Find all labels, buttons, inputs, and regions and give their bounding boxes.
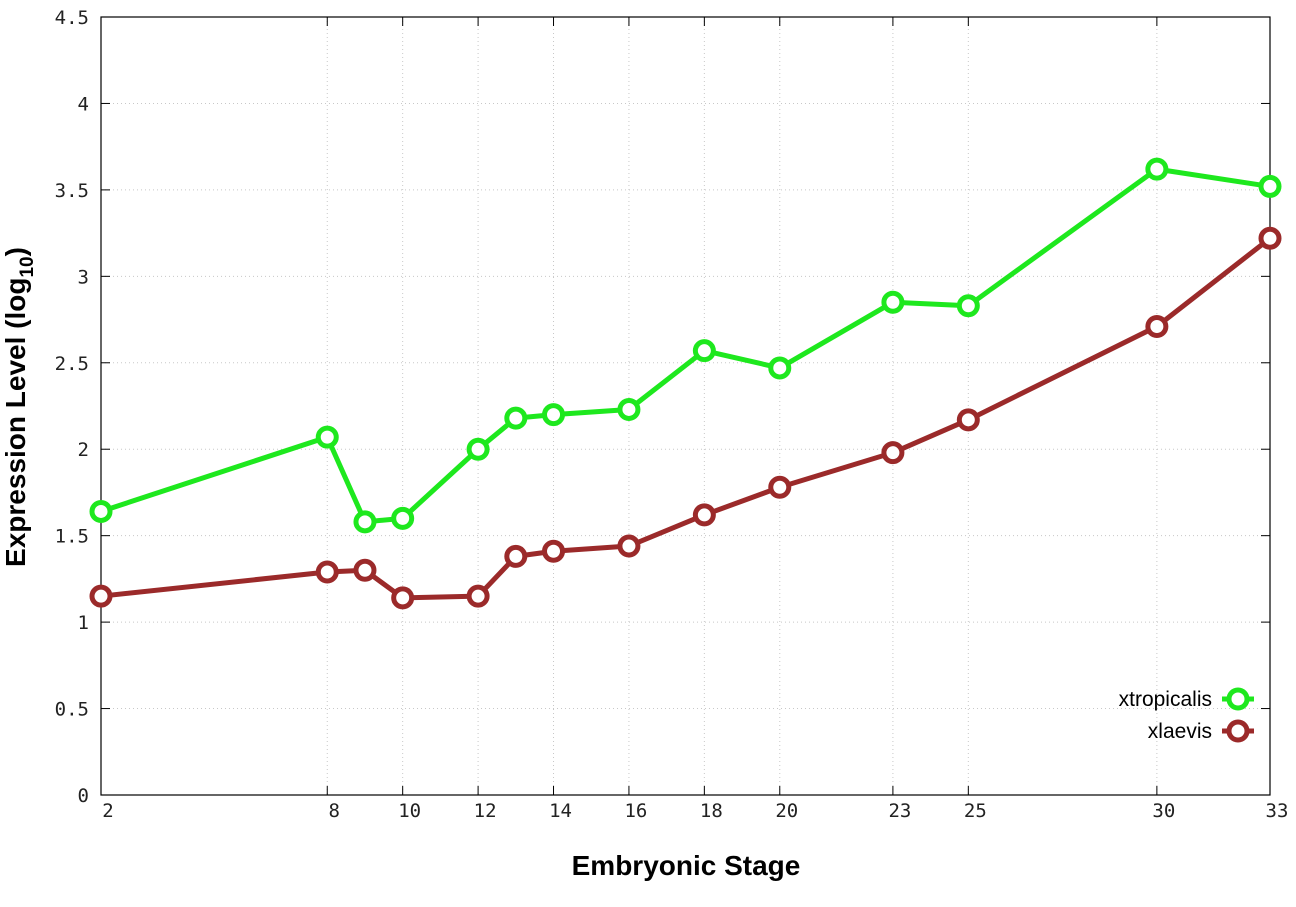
x-tick-label: 12 [474, 800, 497, 822]
y-axis-title: Expression Level (log10) [0, 247, 38, 567]
data-point-xlaevis [89, 584, 113, 608]
legend-swatch-marker [1226, 687, 1250, 711]
data-point-xtropicalis [89, 499, 113, 523]
y-axis-title-subscript: 10 [17, 256, 38, 277]
data-point-xlaevis [1258, 226, 1282, 250]
data-point-xtropicalis [1258, 174, 1282, 198]
legend-item-xtropicalis: xtropicalis [1119, 687, 1254, 711]
y-tick-label: 2 [78, 439, 89, 461]
x-tick-label: 8 [329, 800, 340, 822]
data-point-xtropicalis [692, 339, 716, 363]
data-point-xlaevis [617, 534, 641, 558]
data-point-xlaevis [768, 475, 792, 499]
legend-swatch-marker [1226, 719, 1250, 743]
y-tick-label: 3.5 [55, 180, 89, 202]
data-point-xtropicalis [1145, 157, 1169, 181]
series-line-xlaevis [100, 236, 1272, 601]
x-tick-label: 2 [102, 800, 113, 822]
y-axis-title-close: ) [0, 247, 31, 256]
data-point-xlaevis [391, 586, 415, 610]
data-point-xlaevis [542, 539, 566, 563]
data-point-xlaevis [315, 560, 339, 584]
series-layer [89, 157, 1282, 610]
data-point-xlaevis [881, 441, 905, 465]
data-point-xlaevis [504, 544, 528, 568]
x-tick-label: 14 [549, 800, 572, 822]
data-point-xlaevis [466, 584, 490, 608]
x-axis-title: Embryonic Stage [572, 850, 801, 881]
x-tick-label: 30 [1152, 800, 1175, 822]
y-tick-label: 3 [78, 266, 89, 288]
x-tick-label: 10 [398, 800, 421, 822]
y-tick-label: 2.5 [55, 353, 89, 375]
x-tick-label: 23 [888, 800, 911, 822]
data-point-xlaevis [956, 408, 980, 432]
series-line-xtropicalis [100, 166, 1271, 525]
y-tick-label: 1.5 [55, 526, 89, 548]
series-xlaevis [89, 226, 1282, 610]
grid [101, 17, 1270, 795]
x-tick-label: 33 [1266, 800, 1289, 822]
legend-label: xtropicalis [1119, 688, 1212, 711]
x-tick-label: 25 [964, 800, 987, 822]
data-point-xlaevis [692, 503, 716, 527]
y-tick-label: 1 [78, 612, 89, 634]
y-axis-title-main: Expression Level (log [0, 278, 31, 567]
data-point-xtropicalis [315, 425, 339, 449]
plot-frame [100, 16, 1271, 796]
x-tick-label: 18 [700, 800, 723, 822]
y-tick-label: 0 [78, 785, 89, 807]
x-tick-label: 20 [775, 800, 798, 822]
legend: xtropicalis xlaevis [1119, 687, 1254, 743]
legend-label: xlaevis [1148, 720, 1212, 743]
data-point-xtropicalis [391, 506, 415, 530]
legend-item-xlaevis: xlaevis [1148, 719, 1254, 743]
y-tick-label: 4 [78, 93, 89, 115]
data-point-xtropicalis [881, 290, 905, 314]
data-point-xtropicalis [542, 403, 566, 427]
data-point-xtropicalis [768, 356, 792, 380]
axis-ticks: 0 0.5 1 1.5 2 2.5 3 3.5 4 4.5 2 8 10 12 14 16 18 20 23 25 30… [55, 7, 1289, 822]
data-point-xtropicalis [956, 294, 980, 318]
data-point-xtropicalis [466, 437, 490, 461]
data-point-xtropicalis [353, 510, 377, 534]
x-tick-label: 16 [624, 800, 647, 822]
data-point-xtropicalis [504, 406, 528, 430]
data-point-xlaevis [1145, 314, 1169, 338]
y-tick-label: 4.5 [55, 7, 89, 29]
data-point-xlaevis [353, 558, 377, 582]
y-tick-label: 0.5 [55, 699, 89, 721]
series-xtropicalis [89, 157, 1282, 534]
data-point-xtropicalis [617, 397, 641, 421]
